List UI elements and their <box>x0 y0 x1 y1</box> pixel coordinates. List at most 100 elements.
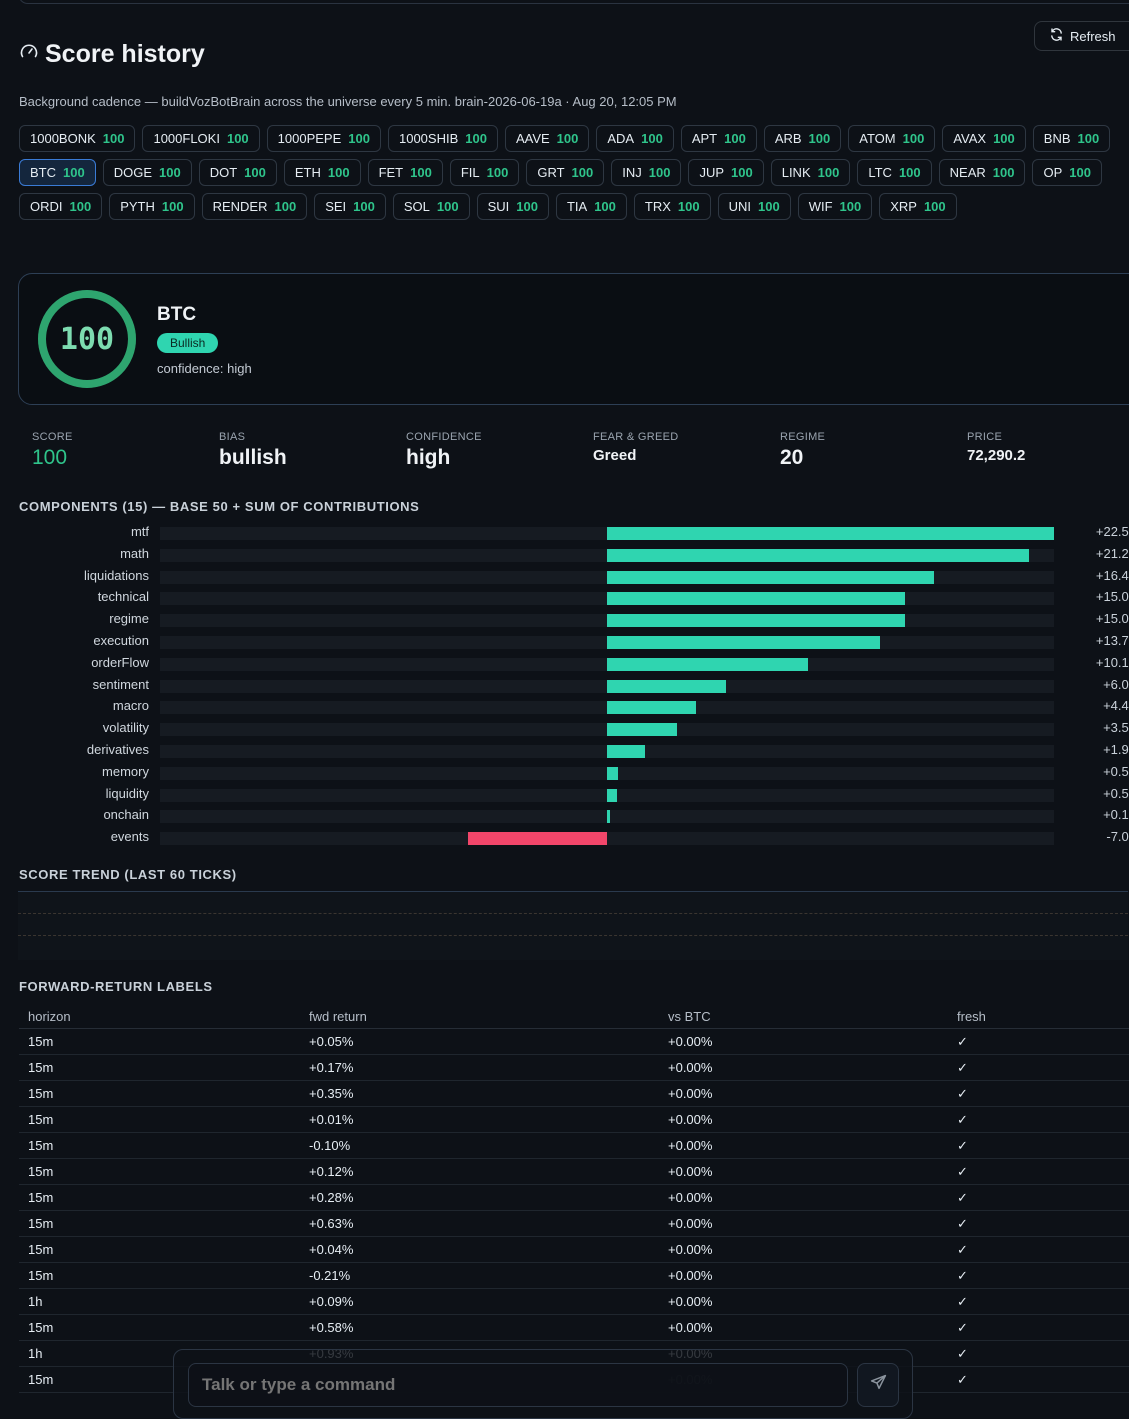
symbol-chip-1000floki[interactable]: 1000FLOKI 100 <box>142 125 260 152</box>
symbol-chip-name: FET <box>378 165 404 180</box>
symbol-chip-link[interactable]: LINK 100 <box>770 159 851 186</box>
cell-fwd-return: +0.35% <box>300 1080 659 1107</box>
stat-score: SCORE 100 <box>32 431 73 470</box>
component-value: +21.25 <box>1095 545 1129 561</box>
stat-fear-greed-label: FEAR & GREED <box>593 431 679 443</box>
table-row: 15m -0.10% +0.00% ✓ <box>19 1132 1129 1159</box>
component-bar-volatility <box>607 723 678 737</box>
symbol-chip-name: ETH <box>294 165 321 180</box>
symbol-chip-score: 100 <box>410 165 432 180</box>
symbol-chip-score: 100 <box>353 199 375 214</box>
cell-vs-btc: +0.00% <box>659 1106 948 1133</box>
cell-fresh: ✓ <box>948 1288 1129 1315</box>
symbol-chip-name: UNI <box>728 199 751 214</box>
symbol-chip-dot[interactable]: DOT 100 <box>198 159 277 186</box>
symbol-chip-1000bonk[interactable]: 1000BONK 100 <box>19 125 136 152</box>
cell-fresh: ✓ <box>948 1314 1129 1341</box>
symbol-chip-btc[interactable]: BTC 100 <box>19 159 96 186</box>
component-row-orderflow: orderFlow +10.10 <box>0 654 1129 672</box>
symbol-chip-arb[interactable]: ARB 100 <box>763 125 842 152</box>
stat-confidence-value: high <box>406 446 451 469</box>
send-icon <box>870 1374 887 1396</box>
component-row-mtf: mtf +22.50 <box>0 523 1129 541</box>
symbol-chip-grt[interactable]: GRT 100 <box>526 159 605 186</box>
command-input[interactable] <box>188 1363 848 1407</box>
symbol-chip-name: DOGE <box>113 165 152 180</box>
symbol-chip-score: 100 <box>274 199 297 214</box>
component-bar-execution <box>607 636 881 649</box>
component-bar-derivatives <box>607 745 645 758</box>
symbol-chip-trx[interactable]: TRX 100 <box>633 193 711 220</box>
symbol-chip-xrp[interactable]: XRP 100 <box>879 193 957 220</box>
component-bar-events <box>467 832 607 846</box>
symbol-chip-near[interactable]: NEAR 100 <box>938 159 1026 186</box>
send-button[interactable] <box>857 1363 899 1407</box>
cell-fresh: ✓ <box>948 1210 1129 1237</box>
symbol-chip-sui[interactable]: SUI 100 <box>476 193 549 220</box>
symbol-chip-1000pepe[interactable]: 1000PEPE 100 <box>266 125 381 152</box>
symbol-chip-tia[interactable]: TIA 100 <box>555 193 627 220</box>
trend-gridline <box>18 935 1128 936</box>
cell-vs-btc: +0.00% <box>659 1028 948 1055</box>
component-row-regime: regime +15.00 <box>0 610 1129 628</box>
symbol-chip-ada[interactable]: ADA 100 <box>596 125 674 152</box>
symbol-chip-name: PYTH <box>120 199 155 214</box>
cell-fresh: ✓ <box>948 1366 1129 1393</box>
cell-fwd-return: +0.12% <box>300 1158 659 1185</box>
symbol-chip-score: 100 <box>69 199 92 214</box>
symbol-chip-render[interactable]: RENDER 100 <box>201 193 308 220</box>
symbol-chip-ltc[interactable]: LTC 100 <box>857 159 932 186</box>
symbol-chip-avax[interactable]: AVAX 100 <box>942 125 1026 152</box>
table-row: 15m +0.28% +0.00% ✓ <box>19 1184 1129 1211</box>
symbol-chip-eth[interactable]: ETH 100 <box>283 159 361 186</box>
cell-fresh: ✓ <box>948 1340 1129 1367</box>
symbol-chip-sei[interactable]: SEI 100 <box>314 193 386 220</box>
symbol-chip-sol[interactable]: SOL 100 <box>392 193 470 220</box>
symbol-chip-score: 100 <box>327 165 350 180</box>
symbol-chip-fil[interactable]: FIL 100 <box>449 159 520 186</box>
cell-horizon: 15m <box>19 1080 300 1107</box>
symbol-chip-score: 100 <box>731 165 753 180</box>
cell-fwd-return: +0.01% <box>300 1106 659 1133</box>
component-bar-orderflow <box>607 657 808 671</box>
symbol-chip-score: 100 <box>1077 131 1100 146</box>
component-name: onchain <box>103 807 149 823</box>
table-row: 15m +0.05% +0.00% ✓ <box>19 1028 1129 1055</box>
symbol-chip-op[interactable]: OP 100 <box>1032 159 1102 186</box>
cell-fwd-return: +0.58% <box>300 1314 659 1341</box>
stat-bias-label: BIAS <box>219 431 246 443</box>
cell-vs-btc: +0.00% <box>659 1210 948 1237</box>
symbol-chip-score: 100 <box>571 165 594 180</box>
table-row: 1h +0.09% +0.00% ✓ <box>19 1288 1129 1315</box>
component-name: liquidations <box>83 567 149 583</box>
symbol-chip-wif[interactable]: WIF 100 <box>797 193 873 220</box>
symbol-chip-name: ORDI <box>30 199 63 214</box>
cell-fwd-return: +0.05% <box>300 1028 659 1055</box>
symbol-chip-ordi[interactable]: ORDI 100 <box>19 193 103 220</box>
cell-fwd-return: -0.21% <box>300 1262 659 1289</box>
refresh-button[interactable]: Refresh <box>1034 21 1129 51</box>
symbol-chip-name: RENDER <box>212 199 268 214</box>
symbol-chip-1000shib[interactable]: 1000SHIB 100 <box>387 125 498 152</box>
symbol-chip-bnb[interactable]: BNB 100 <box>1032 125 1111 152</box>
symbol-chip-inj[interactable]: INJ 100 <box>611 159 682 186</box>
symbol-chip-fet[interactable]: FET 100 <box>367 159 443 186</box>
component-row-math: math +21.25 <box>0 545 1129 563</box>
symbol-chip-apt[interactable]: APT 100 <box>680 125 757 152</box>
symbol-chip-aave[interactable]: AAVE 100 <box>504 125 590 152</box>
symbol-chip-jup[interactable]: JUP 100 <box>688 159 764 186</box>
component-name: volatility <box>102 720 149 736</box>
symbol-chip-uni[interactable]: UNI 100 <box>717 193 791 220</box>
symbol-chip-atom[interactable]: ATOM 100 <box>848 125 936 152</box>
component-name: mtf <box>130 524 149 539</box>
stat-price-value: 72,290.2 <box>967 447 1026 464</box>
cell-horizon: 1h <box>19 1288 300 1315</box>
table-row: 15m +0.17% +0.00% ✓ <box>19 1054 1129 1081</box>
symbol-chip-name: 1000FLOKI <box>153 131 220 146</box>
cell-vs-btc: +0.00% <box>659 1132 948 1159</box>
symbol-chip-pyth[interactable]: PYTH 100 <box>109 193 195 220</box>
selected-symbol: BTC <box>157 304 197 325</box>
trend-heading: SCORE TREND (LAST 60 TICKS) <box>19 867 237 882</box>
symbol-chip-doge[interactable]: DOGE 100 <box>102 159 192 186</box>
symbol-chip-score: 100 <box>161 199 184 214</box>
